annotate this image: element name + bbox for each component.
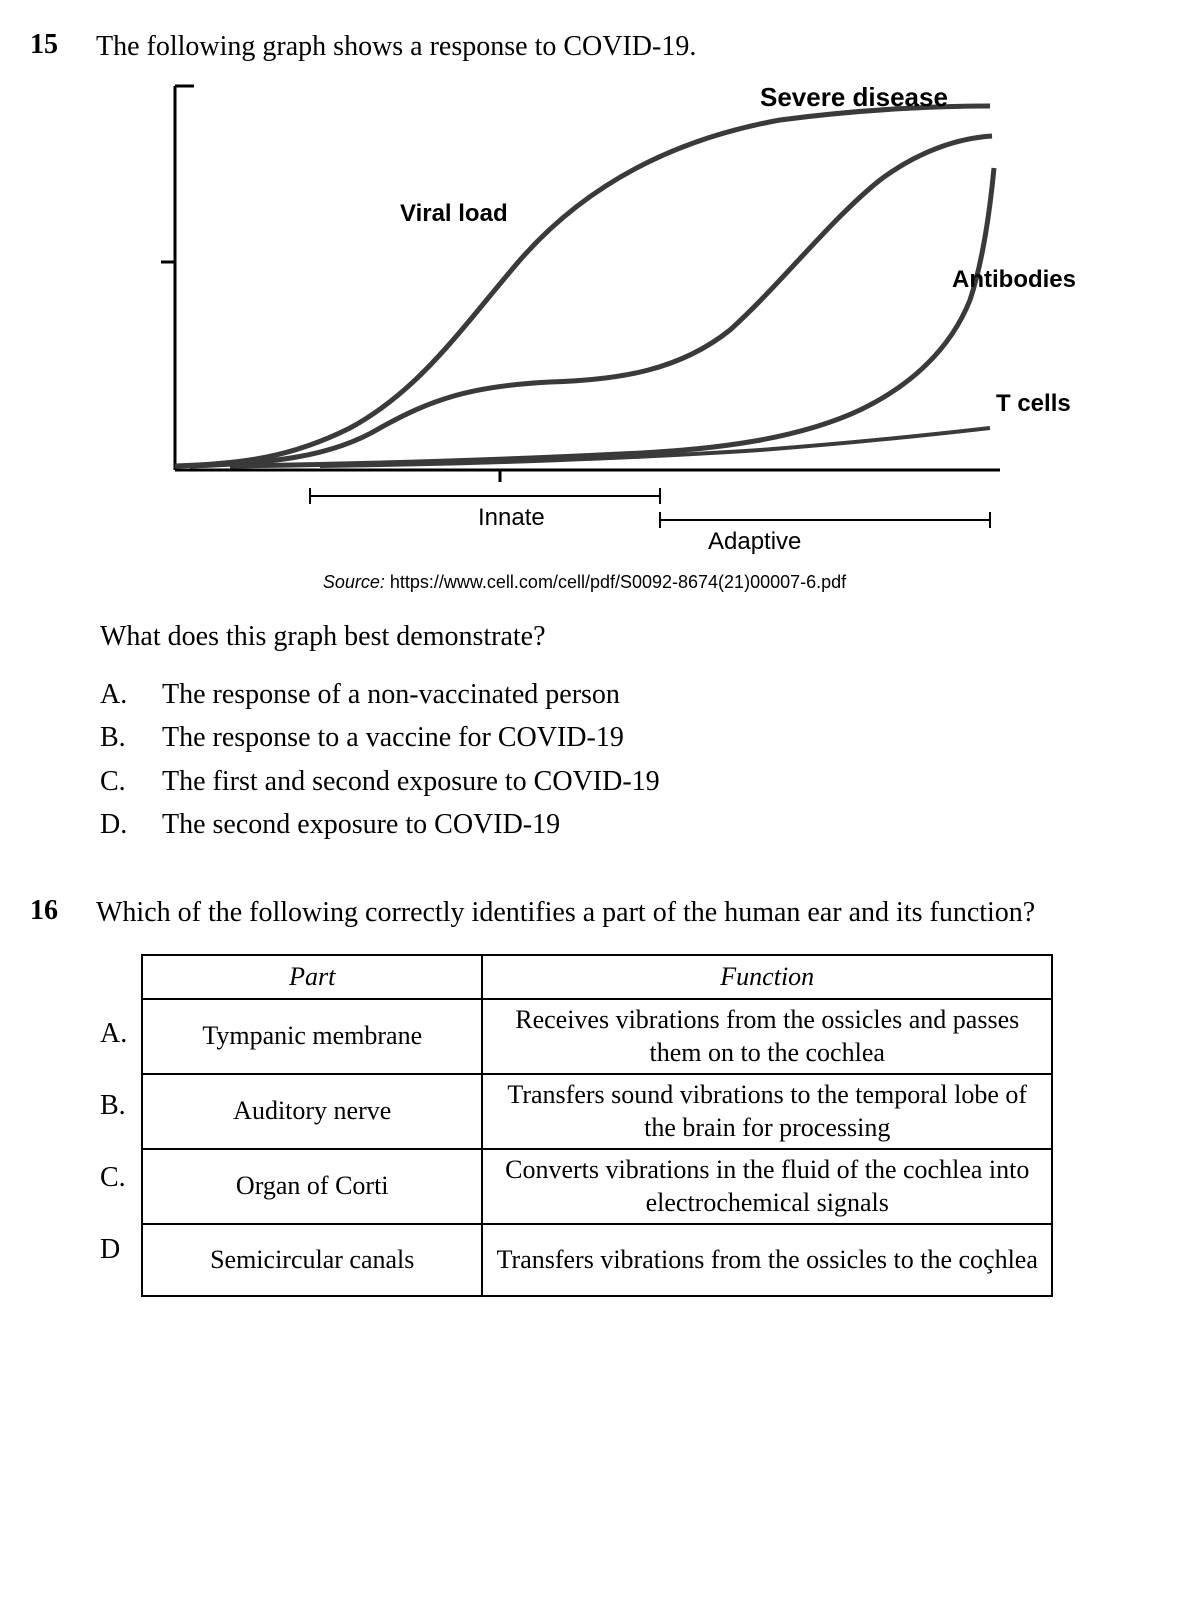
option-letter: B. xyxy=(100,716,136,759)
label-tcells: T cells xyxy=(996,390,1071,418)
q16-row: 16 Which of the following correctly iden… xyxy=(30,894,1139,932)
q16-prompt: Which of the following correctly identif… xyxy=(96,894,1139,932)
q16-letter-a[interactable]: A. xyxy=(100,998,127,1070)
header-part: Part xyxy=(142,955,482,999)
option-letter: D. xyxy=(100,803,136,846)
adaptive-bracket xyxy=(660,512,990,528)
curve-tcells xyxy=(230,168,994,466)
q15-source: Source: https://www.cell.com/cell/pdf/S0… xyxy=(30,572,1139,593)
cell-part: Organ of Corti xyxy=(142,1149,482,1224)
q16-letter-d[interactable]: D xyxy=(100,1214,127,1286)
q16-letter-c[interactable]: C. xyxy=(100,1142,127,1214)
q16-row-letters: A. B. C. D xyxy=(100,954,127,1297)
table-row: Semicircular canals Transfers vibrations… xyxy=(142,1224,1052,1296)
q15-subprompt: What does this graph best demonstrate? xyxy=(100,621,1139,653)
option-letter: C. xyxy=(100,760,136,803)
q16-table: Part Function Tympanic membrane Receives… xyxy=(141,954,1053,1297)
q15-option-a[interactable]: A. The response of a non-vaccinated pers… xyxy=(100,673,1139,716)
option-text: The response of a non-vaccinated person xyxy=(162,673,620,716)
table-row: Auditory nerve Transfers sound vibration… xyxy=(142,1074,1052,1149)
cell-function: Transfers vibrations from the ossicles t… xyxy=(482,1224,1052,1296)
q16-number: 16 xyxy=(30,894,72,928)
cell-part: Semicircular canals xyxy=(142,1224,482,1296)
option-text: The response to a vaccine for COVID-19 xyxy=(162,716,624,759)
label-innate: Innate xyxy=(478,504,545,532)
option-letter: A. xyxy=(100,673,136,716)
table-row: Organ of Corti Converts vibrations in th… xyxy=(142,1149,1052,1224)
q15-option-c[interactable]: C. The first and second exposure to COVI… xyxy=(100,760,1139,803)
header-function: Function xyxy=(482,955,1052,999)
q16-table-wrap: A. B. C. D Part Function Tympanic membra… xyxy=(100,954,1139,1297)
label-viral-load: Viral load xyxy=(400,200,508,228)
q15-options: A. The response of a non-vaccinated pers… xyxy=(100,673,1139,847)
label-severe: Severe disease xyxy=(760,82,948,113)
q15-number: 15 xyxy=(30,28,72,62)
q16-letter-b[interactable]: B. xyxy=(100,1070,127,1142)
label-antibodies: Antibodies xyxy=(952,266,1076,294)
source-url: https://www.cell.com/cell/pdf/S0092-8674… xyxy=(390,572,846,592)
cell-function: Converts vibrations in the fluid of the … xyxy=(482,1149,1052,1224)
q15-option-d[interactable]: D. The second exposure to COVID-19 xyxy=(100,803,1139,846)
source-label: Source: xyxy=(323,572,385,592)
innate-bracket xyxy=(310,488,660,504)
row-letter-spacer xyxy=(100,954,127,998)
option-text: The first and second exposure to COVID-1… xyxy=(162,760,660,803)
q15-prompt: The following graph shows a response to … xyxy=(96,28,1139,66)
curve-antibodies xyxy=(190,136,992,466)
cell-part: Tympanic membrane xyxy=(142,999,482,1074)
cell-function: Transfers sound vibrations to the tempor… xyxy=(482,1074,1052,1149)
chart-svg xyxy=(120,80,1100,560)
table-header-row: Part Function xyxy=(142,955,1052,999)
q15-option-b[interactable]: B. The response to a vaccine for COVID-1… xyxy=(100,716,1139,759)
option-text: The second exposure to COVID-19 xyxy=(162,803,560,846)
q15-row: 15 The following graph shows a response … xyxy=(30,28,1139,66)
curve-viral-load xyxy=(175,106,990,466)
cell-function: Receives vibrations from the ossicles an… xyxy=(482,999,1052,1074)
q15-chart: Severe disease Viral load Antibodies T c… xyxy=(120,80,1100,560)
label-adaptive: Adaptive xyxy=(708,528,801,556)
table-row: Tympanic membrane Receives vibrations fr… xyxy=(142,999,1052,1074)
cell-part: Auditory nerve xyxy=(142,1074,482,1149)
